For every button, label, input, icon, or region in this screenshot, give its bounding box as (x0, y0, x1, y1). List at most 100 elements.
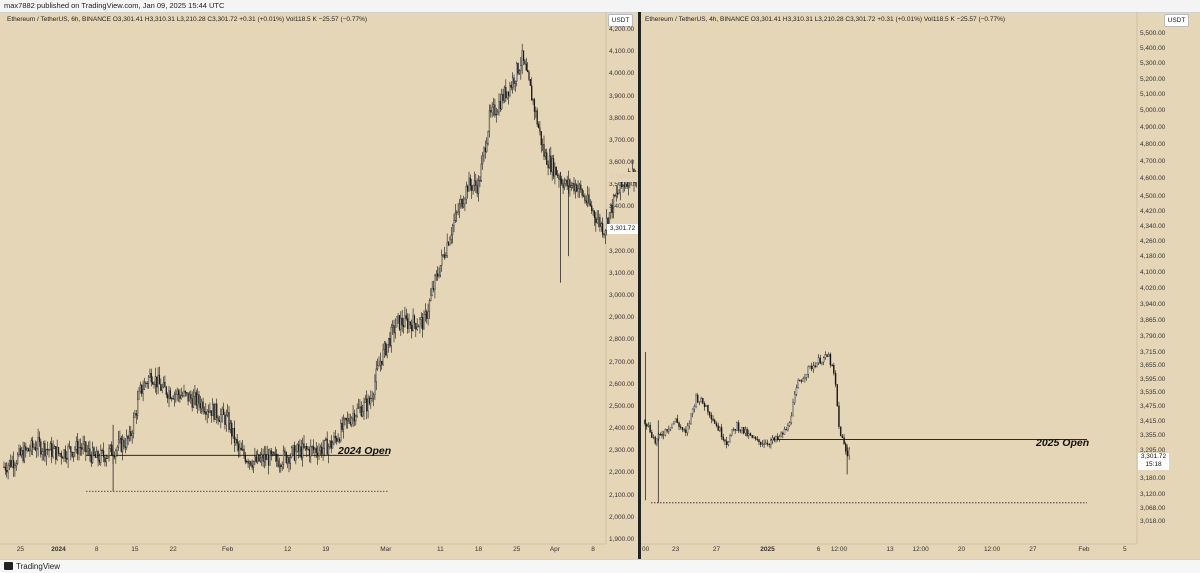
candle-body (792, 403, 793, 416)
x-tick-label: 25 (513, 546, 520, 553)
candle-body (411, 325, 412, 331)
candle-body (417, 327, 418, 329)
y-tick-label: 2,600.00 (609, 381, 634, 388)
candle-body (548, 165, 549, 168)
right-chart-pane[interactable]: Ethereum / TetherUS, 4h, BINANCE O3,301.… (641, 12, 1200, 559)
candle-body (194, 392, 195, 396)
candle-body (137, 399, 138, 415)
candle-body (529, 72, 530, 80)
candle-body (241, 448, 242, 450)
x-tick-label: 8 (591, 546, 595, 553)
candle-body (694, 406, 695, 409)
candle-body (249, 461, 250, 463)
candle-body (538, 124, 539, 128)
candle-body (845, 444, 846, 451)
candle-body (317, 453, 318, 456)
candle-body (769, 444, 770, 445)
candle-body (511, 85, 512, 87)
right-currency-badge[interactable]: USDT (1164, 14, 1189, 27)
candle-body (833, 365, 834, 373)
candle-body (177, 391, 178, 394)
candle-body (747, 429, 748, 436)
candle-body (269, 451, 270, 466)
x-tick-label: 15 (131, 546, 138, 553)
y-tick-label: 4,000.00 (609, 70, 634, 77)
y-tick-label: 3,595.00 (1140, 376, 1165, 383)
candle-body (696, 395, 697, 406)
candle-body (451, 235, 452, 239)
candle-body (372, 398, 373, 399)
candle-body (160, 384, 161, 390)
candle-body (447, 242, 448, 255)
y-tick-label: 2,000.00 (609, 514, 634, 521)
candle-body (320, 447, 321, 451)
candle-body (526, 64, 527, 70)
candle-body (178, 391, 179, 395)
candle-body (81, 448, 82, 450)
y-tick-label: 5,100.00 (1140, 91, 1165, 98)
candle-body (302, 444, 303, 458)
candle-body (410, 322, 411, 325)
candle-body (201, 402, 202, 408)
right-chart-canvas[interactable] (641, 12, 1200, 559)
candle-body (458, 212, 459, 213)
candle-body (145, 383, 146, 384)
candle-body (733, 429, 734, 430)
candle-body (325, 439, 326, 440)
candle-body (306, 446, 307, 449)
candle-body (559, 176, 560, 180)
candle-body (354, 413, 355, 421)
y-tick-label: 3,800.00 (609, 115, 634, 122)
candle-body (414, 316, 415, 323)
candle-body (481, 164, 482, 181)
candle-body (707, 405, 708, 412)
y-tick-label: 4,200.00 (609, 26, 634, 33)
candle-body (740, 430, 741, 431)
candle-body (477, 186, 478, 194)
candle-body (655, 437, 656, 443)
y-tick-label: 3,790.00 (1140, 333, 1165, 340)
y-tick-label: 3,940.00 (1140, 301, 1165, 308)
candle-body (571, 185, 572, 187)
candle-body (485, 148, 486, 152)
candle-body (370, 399, 371, 404)
candle-body (580, 185, 581, 190)
y-tick-label: 2,500.00 (609, 403, 634, 410)
candle-body (95, 454, 96, 458)
candle-body (69, 447, 70, 448)
candle-body (815, 366, 816, 367)
candle-body (799, 380, 800, 381)
candle-body (215, 404, 216, 420)
candle-body (214, 404, 215, 419)
candle-body (222, 409, 223, 415)
candle-body (233, 428, 234, 436)
candle-body (152, 382, 153, 384)
candle-body (743, 427, 744, 433)
candle-body (156, 377, 157, 387)
candle-body (36, 449, 37, 450)
candle-body (369, 398, 370, 403)
candle-body (471, 186, 472, 191)
candle-body (39, 437, 40, 441)
candle-body (163, 382, 164, 387)
candle-body (155, 377, 156, 385)
candle-body (126, 436, 127, 448)
candle-body (24, 446, 25, 460)
candle-body (422, 317, 423, 329)
candle-body (499, 101, 500, 112)
candle-body (29, 451, 30, 452)
candle-body (704, 403, 705, 406)
candle-body (110, 445, 111, 449)
left-chart-canvas[interactable] (0, 12, 638, 559)
candle-body (723, 437, 724, 440)
candle-body (400, 318, 401, 329)
candle-body (42, 452, 43, 455)
candle-body (159, 375, 160, 384)
candle-body (336, 438, 337, 441)
candle-body (784, 429, 785, 434)
candle-body (546, 153, 547, 165)
candle-body (122, 440, 123, 452)
candle-body (35, 447, 36, 450)
candle-body (687, 426, 688, 433)
left-chart-pane[interactable]: Ethereum / TetherUS, 6h, BINANCE O3,301.… (0, 12, 638, 559)
